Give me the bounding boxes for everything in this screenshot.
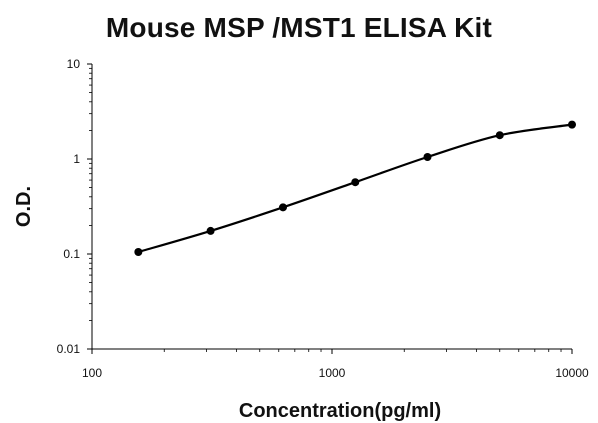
data-point bbox=[495, 131, 504, 140]
y-tick-label: 0.01 bbox=[57, 342, 81, 356]
data-point bbox=[206, 226, 215, 235]
axes bbox=[91, 64, 572, 350]
y-axis-title: O.D. bbox=[13, 186, 35, 227]
series-layer bbox=[134, 120, 576, 256]
chart-title: Mouse MSP /MST1 ELISA Kit bbox=[105, 12, 493, 43]
data-point bbox=[423, 152, 432, 161]
ticks: 0.01 0.1 1 10 100 1000 10000 bbox=[57, 57, 589, 380]
data-point bbox=[568, 120, 576, 129]
y-tick-label: 0.1 bbox=[63, 247, 80, 261]
y-tick-label: 10 bbox=[67, 57, 81, 71]
x-tick-label: 100 bbox=[82, 366, 102, 380]
data-point bbox=[279, 203, 288, 212]
x-tick-label: 10000 bbox=[555, 366, 589, 380]
data-point bbox=[351, 178, 360, 187]
data-point bbox=[134, 247, 143, 256]
x-axis-title: Concentration(pg/ml) bbox=[239, 400, 441, 422]
y-tick-label: 1 bbox=[73, 152, 80, 166]
x-tick-label: 1000 bbox=[319, 366, 346, 380]
series-line bbox=[138, 123, 573, 254]
